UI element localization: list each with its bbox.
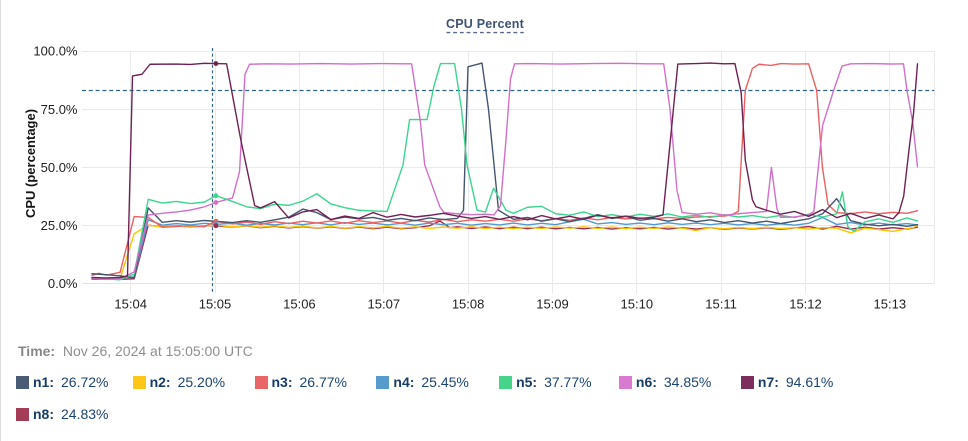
svg-text:15:04: 15:04 bbox=[114, 297, 147, 312]
svg-text:15:06: 15:06 bbox=[283, 297, 316, 312]
svg-text:25.0%: 25.0% bbox=[41, 218, 78, 233]
svg-text:100.0%: 100.0% bbox=[33, 44, 78, 59]
svg-text:75.0%: 75.0% bbox=[41, 102, 78, 117]
svg-text:15:11: 15:11 bbox=[705, 297, 737, 312]
svg-text:0.0%: 0.0% bbox=[48, 276, 78, 291]
svg-text:15:12: 15:12 bbox=[789, 297, 822, 312]
svg-text:15:09: 15:09 bbox=[536, 297, 569, 312]
svg-text:15:13: 15:13 bbox=[874, 297, 907, 312]
svg-text:15:05: 15:05 bbox=[199, 297, 232, 312]
svg-text:15:07: 15:07 bbox=[368, 297, 401, 312]
svg-text:15:10: 15:10 bbox=[621, 297, 654, 312]
svg-text:CPU (percentage): CPU (percentage) bbox=[23, 109, 38, 218]
svg-text:15:08: 15:08 bbox=[452, 297, 485, 312]
svg-text:50.0%: 50.0% bbox=[41, 160, 78, 175]
